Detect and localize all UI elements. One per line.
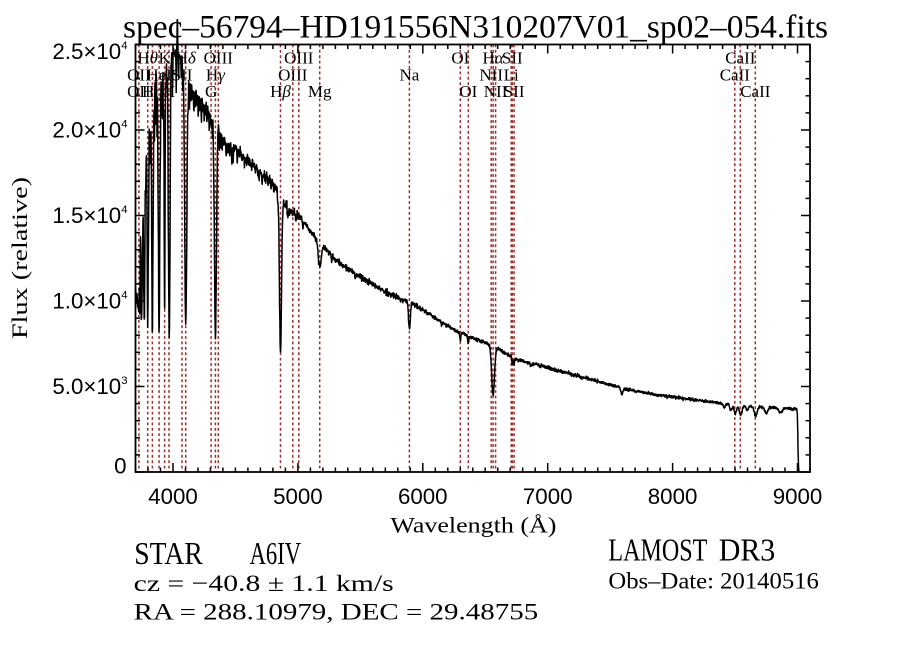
svg-text:SII: SII (504, 82, 525, 101)
svg-text:A6IV: A6IV (250, 536, 302, 571)
svg-text:SII: SII (502, 49, 523, 68)
svg-text:0: 0 (114, 454, 126, 479)
svg-text:Mg: Mg (308, 82, 332, 101)
svg-text:OI: OI (451, 49, 469, 68)
svg-text:CaII: CaII (725, 49, 756, 68)
svg-text:CaII: CaII (720, 65, 751, 84)
svg-text:Obs–Date: 20140516: Obs–Date: 20140516 (608, 569, 819, 595)
svg-text:4000: 4000 (148, 484, 198, 509)
svg-text:Li: Li (504, 65, 519, 84)
svg-text:Na: Na (399, 65, 419, 84)
svg-text:OIII: OIII (284, 49, 314, 68)
svg-text:OII: OII (127, 82, 151, 101)
svg-text:5.0×103: 5.0×103 (52, 374, 127, 399)
svg-text:H: H (163, 82, 175, 101)
svg-text:OIII: OIII (204, 49, 234, 68)
svg-text:STAR: STAR (134, 536, 203, 571)
svg-text:NII: NII (479, 65, 503, 84)
svg-text:7000: 7000 (523, 484, 573, 509)
svg-text:HeI: HeI (146, 65, 172, 84)
svg-text:RA = 288.10979, DEC = 29.4875: RA = 288.10979, DEC = 29.48755 (134, 600, 539, 626)
svg-text:Hη: Hη (142, 82, 163, 101)
svg-text:SII: SII (172, 65, 193, 84)
svg-text:5000: 5000 (273, 484, 323, 509)
svg-text:Wavelength (Å): Wavelength (Å) (390, 513, 556, 538)
svg-text:NII: NII (484, 82, 508, 101)
svg-text:6000: 6000 (398, 484, 448, 509)
svg-text:1.0×104: 1.0×104 (52, 288, 127, 313)
svg-text:K: K (158, 49, 171, 68)
svg-text:2.5×104: 2.5×104 (52, 39, 127, 64)
svg-text:Hγ: Hγ (206, 65, 226, 84)
svg-text:OII: OII (127, 65, 151, 84)
svg-text:9000: 9000 (773, 484, 823, 509)
svg-text:Hθ: Hθ (137, 49, 158, 68)
svg-text:2.0×104: 2.0×104 (52, 117, 127, 142)
svg-text:Flux (relative): Flux (relative) (7, 177, 32, 339)
svg-text:Hα: Hα (482, 49, 504, 68)
svg-text:cz = −40.8 ± 1.1 km/s: cz = −40.8 ± 1.1 km/s (134, 571, 394, 597)
svg-text:OI: OI (459, 82, 477, 101)
svg-text:LAMOST: LAMOST (608, 533, 707, 568)
svg-text:DR3: DR3 (719, 533, 776, 568)
svg-text:Hδ: Hδ (176, 49, 197, 68)
svg-text:G: G (205, 82, 217, 101)
svg-text:spec–56794–HD191556N310207V01_: spec–56794–HD191556N310207V01_sp02–054.f… (123, 10, 828, 46)
svg-text:Hβ: Hβ (270, 82, 291, 101)
svg-text:OIII: OIII (278, 65, 308, 84)
svg-text:1.5×104: 1.5×104 (52, 203, 127, 228)
svg-text:8000: 8000 (648, 484, 698, 509)
svg-text:CaII: CaII (740, 82, 771, 101)
